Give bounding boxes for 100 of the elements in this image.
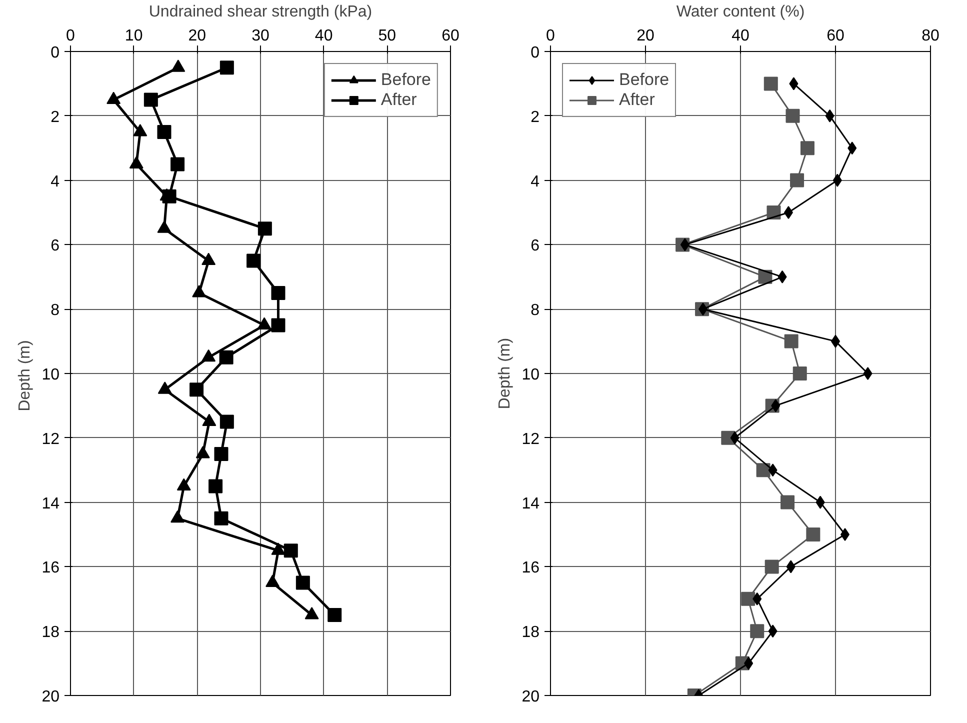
point [800,141,814,156]
point [214,447,228,461]
point [784,206,793,219]
point [790,173,804,188]
y-tick-label: 8 [50,302,60,320]
point [133,124,148,136]
point [176,478,191,490]
y-tick-label: 0 [50,44,60,62]
y-tick-label: 6 [530,238,540,255]
y-tick-label: 18 [522,624,540,642]
point [750,624,764,638]
point [771,399,780,412]
point [698,302,708,316]
point [271,286,286,300]
point [171,60,186,72]
x-tick-label: 60 [826,28,844,44]
point [764,560,779,574]
y-tick-label: 0 [530,44,540,62]
point [271,318,286,332]
y-tick-label: 20 [522,688,540,706]
point [764,76,778,91]
point [792,366,807,380]
point [257,317,272,330]
point [768,624,778,638]
point [730,431,740,444]
legend-label: After [380,90,417,110]
y-tick-label: 16 [42,560,60,577]
point [848,142,857,155]
legend-label: After [619,90,655,110]
point [786,108,800,123]
y-tick-label: 4 [530,173,540,190]
point [789,77,798,90]
x-tick-label: 20 [188,28,206,44]
point [780,495,795,510]
point [129,156,144,168]
y-tick-label: 2 [530,108,540,126]
y-tick-label: 12 [42,430,60,448]
point [214,511,228,526]
point [744,656,754,670]
point [190,382,204,397]
x-axis-title: Undrained shear strength (kPa) [148,4,372,20]
y-axis-title: Depth (m) [496,338,514,410]
point [768,464,778,477]
x-tick-label: 10 [124,28,143,44]
y-tick-label: 8 [530,302,540,320]
point [832,174,842,187]
point [219,350,234,364]
point [258,222,272,236]
y-tick-label: 4 [50,173,60,190]
point [271,542,286,555]
point [778,270,787,284]
y-tick-label: 12 [522,430,540,448]
point [192,284,206,298]
x-axis-title: Water content (%) [676,4,805,20]
point [220,60,234,75]
point [144,92,158,107]
x-tick-label: 60 [442,28,460,44]
x-tick-label: 40 [314,28,333,44]
legend-label: Before [619,70,670,90]
point [304,606,319,620]
x-tick-label: 80 [922,28,940,44]
point [208,479,223,494]
point [784,334,798,348]
point [786,560,796,574]
point [170,510,185,523]
point [806,528,820,542]
point [741,592,756,606]
x-tick-label: 0 [66,28,76,44]
point [157,125,172,139]
point [825,109,834,122]
y-axis-title: Depth (m) [16,340,34,412]
x-tick-label: 50 [378,28,396,44]
point [220,414,234,429]
point [863,367,872,380]
point [284,544,298,558]
point [816,496,825,509]
y-tick-label: 10 [522,366,540,384]
point [266,574,280,588]
y-tick-label: 18 [42,624,60,642]
point [157,220,172,233]
x-tick-label: 40 [732,28,750,44]
x-tick-label: 20 [636,28,654,44]
point [202,349,216,362]
point [328,608,342,622]
x-tick-label: 0 [546,28,556,44]
y-tick-label: 14 [42,495,60,512]
point [158,382,172,394]
y-tick-label: 6 [50,238,60,255]
legend-label: Before [380,70,431,90]
point [202,252,216,266]
point [246,254,261,268]
point [756,463,770,478]
y-tick-label: 2 [50,108,60,126]
point [170,157,185,172]
x-tick-label: 30 [252,28,270,44]
point [196,446,210,458]
point [752,592,762,606]
y-tick-label: 10 [42,366,60,384]
y-tick-label: 20 [42,688,60,706]
point [202,414,216,426]
